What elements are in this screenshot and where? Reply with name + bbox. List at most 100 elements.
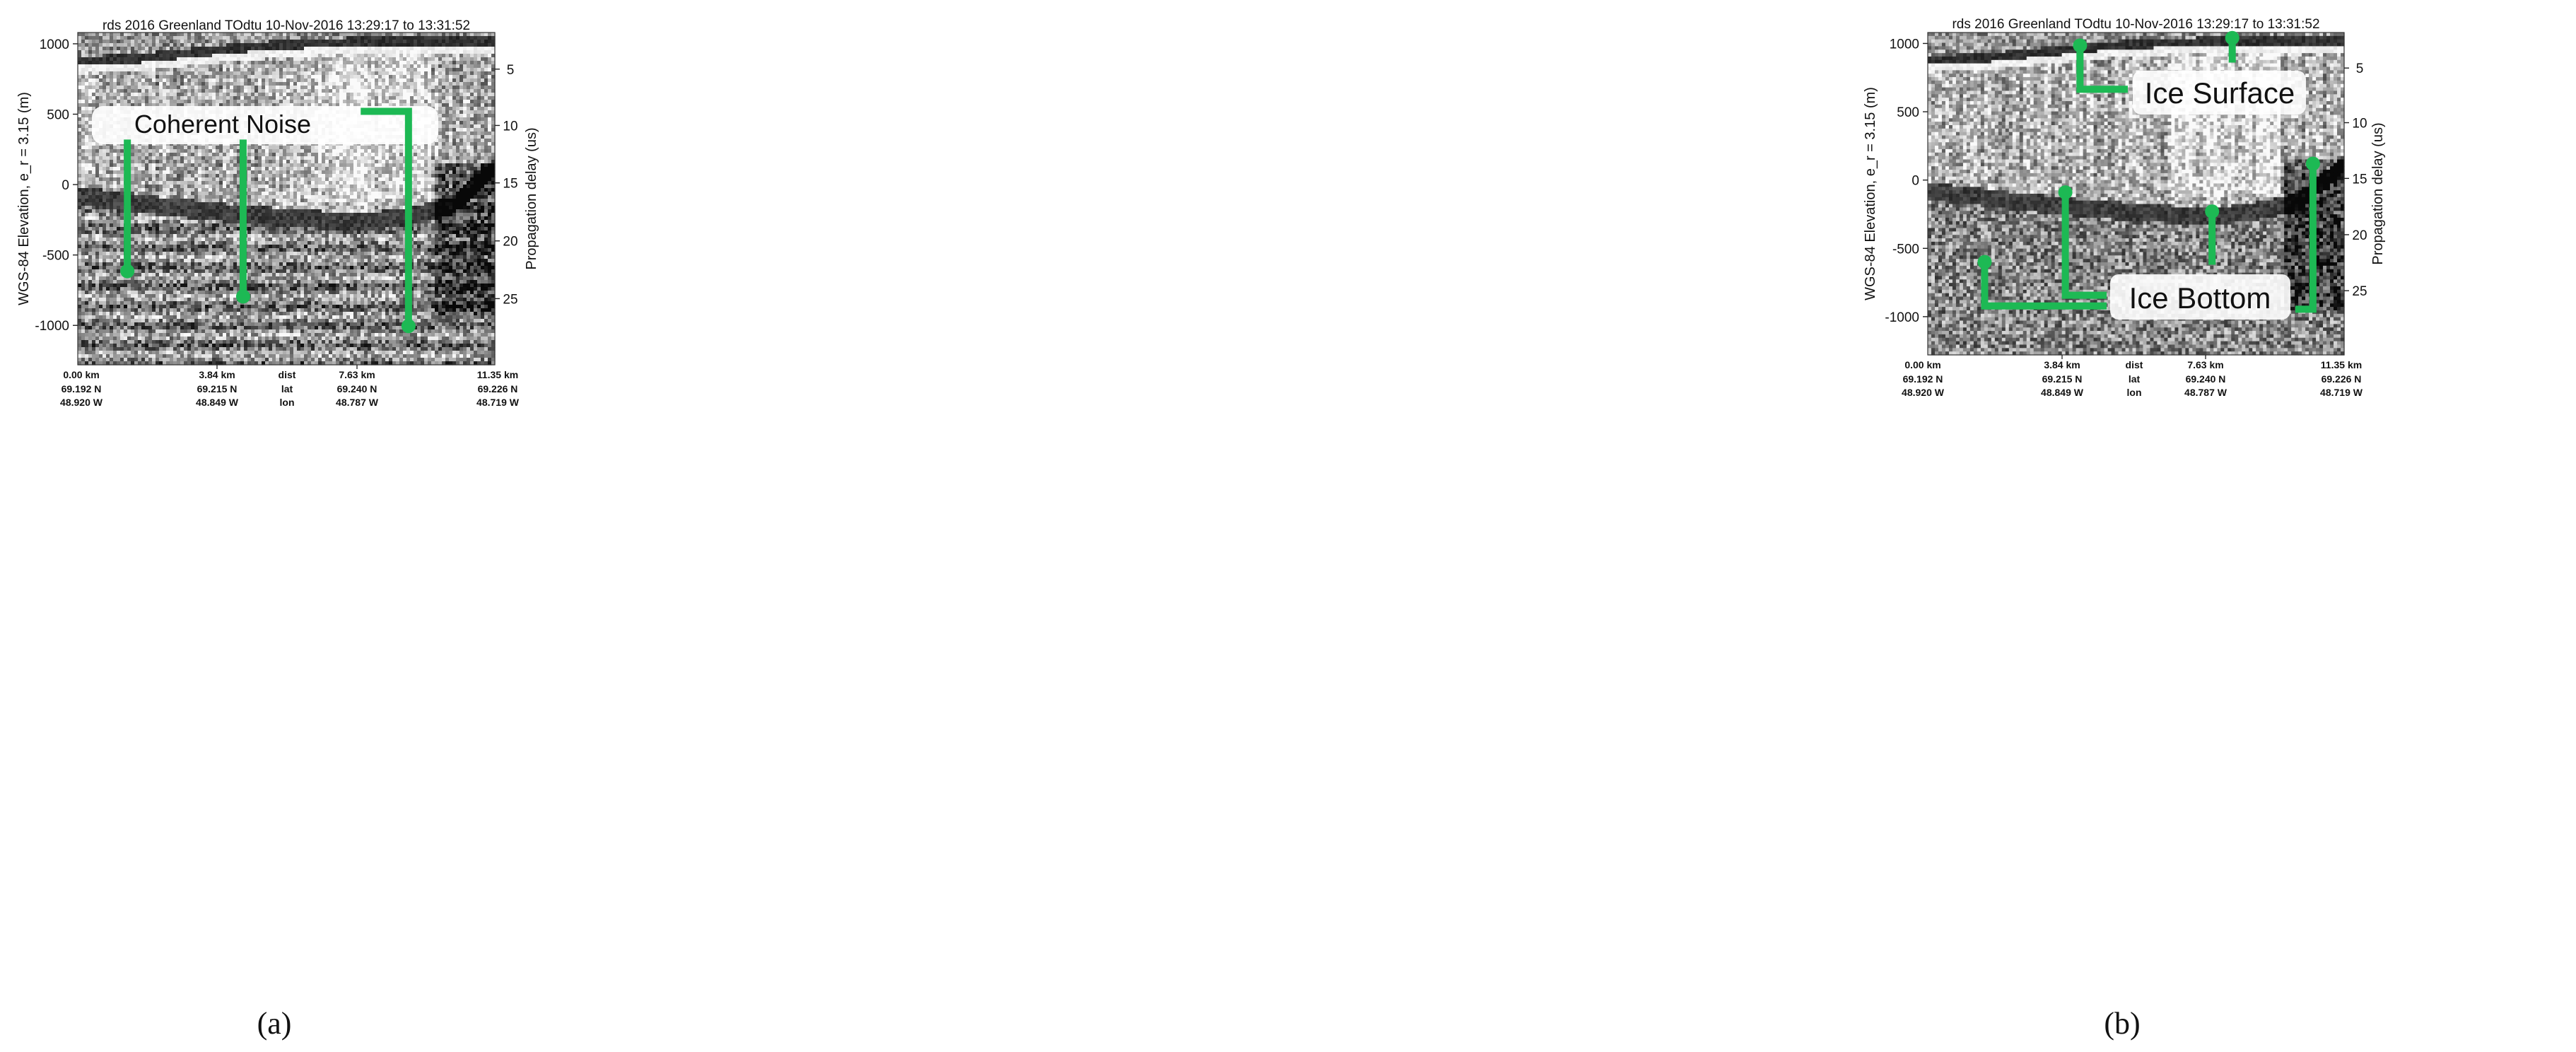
radar-cell (237, 47, 241, 51)
radar-cell (159, 174, 163, 178)
radar-cell (237, 64, 241, 69)
radar-cell (106, 354, 110, 358)
radar-cell (205, 294, 209, 298)
radar-cell (156, 329, 160, 334)
radar-cell (120, 329, 124, 334)
radar-cell (103, 248, 107, 252)
radar-cell (191, 156, 195, 160)
radar-cell (152, 326, 156, 330)
radar-cell (191, 54, 195, 58)
radar-cell (148, 312, 153, 316)
radar-cell (254, 54, 259, 58)
radar-cell (233, 64, 238, 69)
radar-cell (138, 354, 142, 358)
radar-cell (148, 202, 153, 206)
radar-cell (184, 206, 188, 210)
radar-cell (141, 75, 146, 79)
radar-cell (170, 78, 174, 83)
radar-cell (85, 351, 89, 355)
radar-cell (141, 333, 146, 337)
radar-cell (191, 149, 195, 153)
radar-cell (191, 160, 195, 164)
radar-cell (262, 262, 266, 267)
radar-cell (223, 188, 227, 192)
radar-cell (103, 301, 107, 305)
radar-cell (159, 245, 163, 249)
radar-cell (170, 298, 174, 302)
radar-cell (216, 43, 220, 47)
radar-cell (113, 329, 117, 334)
radar-cell (124, 50, 128, 54)
radar-cell (159, 266, 163, 270)
radar-cell (212, 326, 216, 330)
radar-cell (145, 68, 149, 72)
radar-cell (141, 322, 146, 327)
radar-cell (262, 216, 266, 221)
radar-cell (251, 100, 255, 104)
radar-cell (92, 344, 96, 348)
radar-cell (85, 238, 89, 242)
radar-cell (92, 358, 96, 362)
radar-cell (138, 188, 142, 192)
radar-cell (205, 199, 209, 203)
radar-cell (212, 319, 216, 323)
radar-cell (88, 333, 93, 337)
radar-cell (223, 354, 227, 358)
radar-cell (194, 216, 199, 221)
radar-cell (166, 322, 170, 327)
radar-cell (99, 78, 103, 83)
radar-cell (81, 234, 86, 238)
radar-cell (226, 75, 230, 79)
radar-cell (103, 227, 107, 231)
radar-cell (262, 326, 266, 330)
radar-cell (237, 216, 241, 221)
radar-cell (124, 340, 128, 344)
radar-cell (88, 57, 93, 62)
radar-cell (205, 160, 209, 164)
radar-cell (81, 163, 86, 168)
radar-cell (201, 199, 206, 203)
radar-cell (78, 43, 82, 47)
radar-cell (131, 234, 135, 238)
radar-cell (148, 75, 153, 79)
radar-cell (209, 100, 213, 104)
radar-cell (209, 163, 213, 168)
radar-cell (262, 361, 266, 366)
radar-cell (237, 167, 241, 171)
radar-cell (237, 202, 241, 206)
radar-cell (254, 351, 259, 355)
radar-cell (163, 177, 167, 182)
radar-cell (173, 181, 177, 185)
radar-cell (120, 100, 124, 104)
radar-cell (110, 33, 114, 37)
radar-cell (254, 361, 259, 366)
radar-cell (170, 291, 174, 295)
radar-cell (262, 241, 266, 245)
radar-cell (180, 248, 185, 252)
radar-cell (209, 354, 213, 358)
radar-cell (251, 358, 255, 362)
radar-cell (212, 262, 216, 267)
radar-cell (120, 344, 124, 348)
radar-cell (216, 347, 220, 351)
radar-cell (173, 301, 177, 305)
radar-cell (237, 241, 241, 245)
radar-cell (110, 238, 114, 242)
radar-cell (117, 252, 121, 256)
radar-cell (262, 202, 266, 206)
radar-cell (180, 223, 185, 228)
radar-cell (258, 40, 262, 44)
radar-cell (78, 128, 82, 132)
radar-cell (92, 71, 96, 76)
radar-cell (156, 238, 160, 242)
radar-cell (85, 89, 89, 93)
radar-cell (230, 301, 234, 305)
radar-cell (99, 185, 103, 189)
radar-cell (78, 273, 82, 277)
radar-cell (163, 156, 167, 160)
radar-cell (244, 305, 248, 309)
radar-cell (134, 223, 139, 228)
radar-cell (120, 93, 124, 97)
radar-cell (247, 284, 252, 288)
radar-cell (159, 227, 163, 231)
